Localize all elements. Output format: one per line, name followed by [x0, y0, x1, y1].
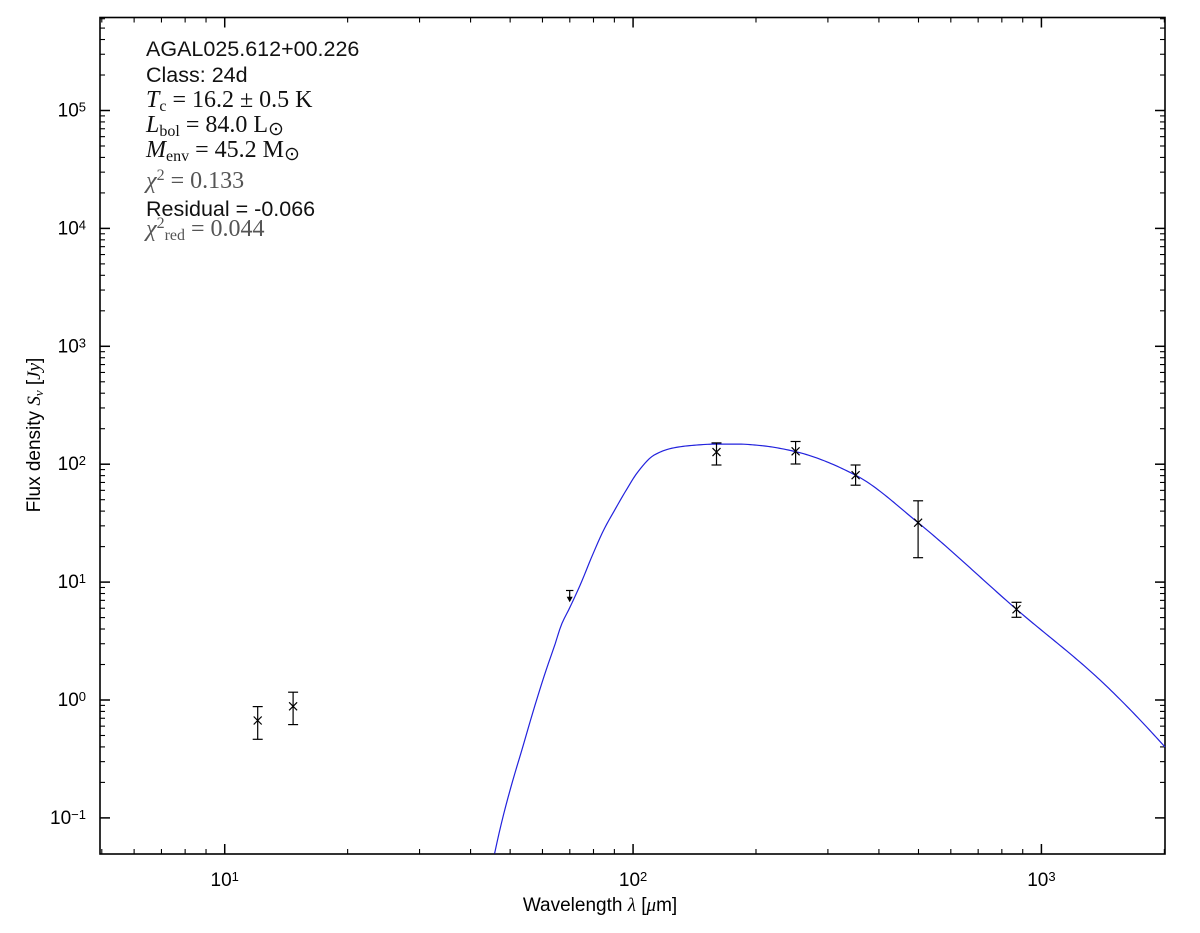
svg-text:102: 102 — [619, 869, 647, 891]
svg-text:105: 105 — [58, 100, 86, 122]
svg-text:101: 101 — [211, 869, 239, 891]
svg-text:10−1: 10−1 — [50, 807, 86, 829]
svg-text:100: 100 — [58, 689, 86, 711]
svg-text:104: 104 — [58, 218, 86, 240]
svg-text:101: 101 — [58, 572, 86, 594]
svg-text:102: 102 — [58, 454, 86, 476]
svg-text:103: 103 — [58, 336, 86, 358]
svg-text:103: 103 — [1027, 869, 1055, 891]
